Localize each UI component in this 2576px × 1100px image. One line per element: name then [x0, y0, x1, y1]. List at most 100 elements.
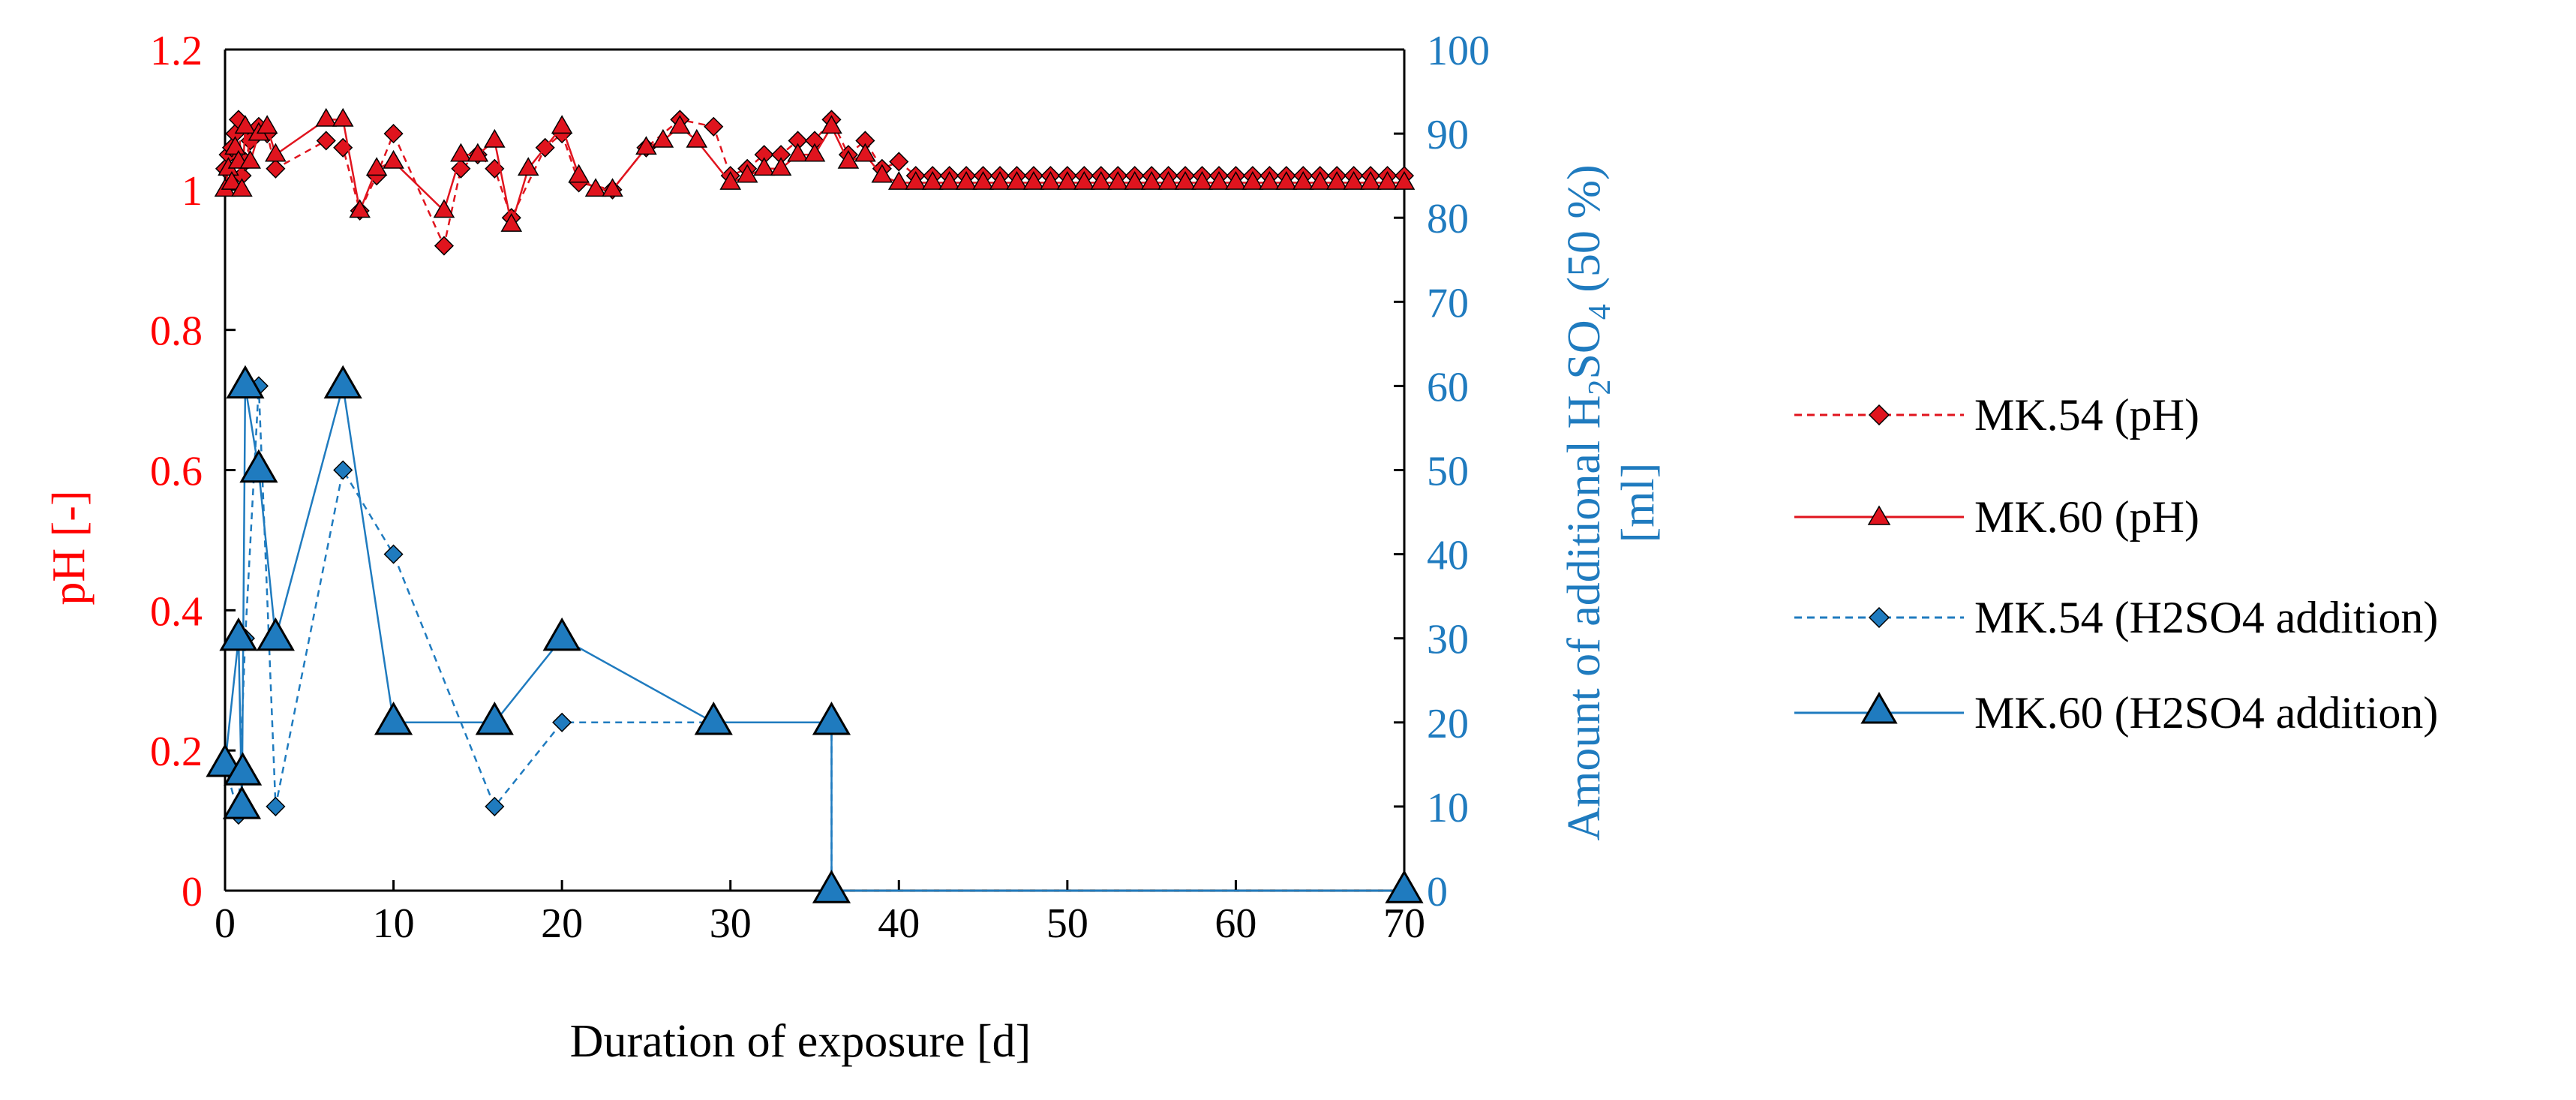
x-tick-label: 50	[1046, 900, 1088, 947]
y-right-tick-label: 40	[1427, 533, 1469, 579]
y-right-tick-label: 10	[1427, 785, 1469, 831]
y-axis-right-label-part: Amount of additional H	[1559, 395, 1610, 841]
y-axis-right-label-sub: 4	[1583, 304, 1617, 320]
legend-entry: MK.54 (H2SO4 addition)	[1794, 593, 2438, 642]
data-point-1	[517, 157, 539, 176]
data-point-3	[223, 752, 263, 786]
data-point-1	[568, 164, 590, 183]
data-point-1	[256, 115, 278, 134]
data-point-1	[821, 115, 842, 134]
data-point-3	[219, 617, 258, 651]
data-point-1	[1040, 170, 1061, 190]
legend-label: MK.54 (H2SO4 addition)	[1974, 593, 2438, 642]
data-point-1	[905, 170, 927, 190]
y-left-tick-label: 0.8	[150, 308, 203, 355]
data-point-1	[1106, 170, 1129, 190]
y-axis-right-label-part: (50 %)	[1559, 164, 1610, 304]
data-point-1	[1393, 170, 1416, 190]
data-point-1	[1326, 170, 1348, 190]
data-point-1	[652, 128, 674, 148]
legend-entry: MK.54 (pH)	[1794, 390, 2199, 440]
data-point-1	[854, 143, 876, 162]
y-left-tick-label: 0.2	[150, 729, 203, 775]
data-point-3	[542, 617, 581, 651]
legend-label: MK.60 (H2SO4 addition)	[1974, 688, 2438, 738]
data-point-1	[221, 170, 243, 190]
y-left-tick-label: 0	[182, 869, 203, 915]
data-point-1	[1073, 170, 1095, 190]
legend: MK.54 (pH) MK.60 (pH) MK.54 (H2SO4 addit…	[1794, 390, 2438, 738]
data-point-1	[1343, 170, 1365, 190]
y-right-tick-label: 70	[1427, 280, 1469, 326]
data-point-0	[434, 236, 455, 256]
y-axis-right-label: Amount of additional H2SO4 (50 %) [ml]	[1559, 164, 1664, 840]
data-point-3	[256, 617, 295, 651]
series-line-3	[224, 386, 1404, 892]
x-tick-label: 10	[373, 900, 415, 947]
x-tick-label: 30	[710, 900, 752, 947]
data-point-1	[1309, 170, 1332, 190]
data-point-1	[1090, 170, 1112, 190]
data-point-1	[803, 143, 826, 162]
data-point-1	[1225, 170, 1247, 190]
legend-marker-mk54-h2so4	[1868, 606, 1890, 629]
legend-marker-mk60-ph	[1867, 505, 1891, 525]
data-point-1	[1124, 170, 1145, 190]
data-point-1	[770, 157, 792, 176]
data-point-1	[736, 164, 758, 183]
data-point-0	[383, 124, 404, 144]
y-right-tick-label: 100	[1427, 28, 1490, 74]
data-point-1	[921, 170, 944, 190]
data-point-1	[1157, 170, 1179, 190]
y-right-tick-label: 20	[1427, 701, 1469, 747]
y-axis-right-label-line2: [ml]	[1613, 463, 1664, 543]
data-point-1	[1208, 170, 1230, 190]
y-right-tick-label: 80	[1427, 196, 1469, 242]
data-point-0	[316, 131, 336, 151]
data-point-1	[753, 157, 775, 176]
data-point-1	[938, 170, 960, 190]
data-point-1	[231, 178, 253, 197]
data-point-1	[1292, 170, 1314, 190]
data-point-2	[485, 796, 505, 816]
data-point-1	[1174, 170, 1196, 190]
x-tick-label: 70	[1383, 900, 1425, 947]
y-right-tick-label: 50	[1427, 449, 1469, 495]
data-point-1	[1359, 170, 1382, 190]
data-point-3	[239, 449, 278, 483]
data-point-1	[1377, 170, 1398, 190]
data-point-1	[602, 178, 623, 197]
data-point-1	[871, 164, 893, 183]
data-point-1	[224, 136, 246, 155]
data-point-0	[889, 152, 909, 172]
data-point-2	[552, 712, 572, 732]
data-point-1	[332, 107, 354, 127]
data-point-3	[475, 701, 514, 735]
data-point-3	[1385, 870, 1424, 903]
plot-area: 0 10 20 30 40 50 60 7000.20.40.60.811.201020304…	[150, 28, 1490, 947]
data-point-3	[812, 701, 851, 735]
legend-entry: MK.60 (pH)	[1794, 492, 2199, 542]
x-tick-label: 40	[878, 900, 920, 947]
data-point-1	[1241, 170, 1264, 190]
y-right-tick-label: 90	[1427, 112, 1469, 158]
data-point-1	[551, 115, 573, 134]
data-point-2	[383, 544, 404, 564]
data-point-3	[222, 786, 262, 819]
data-point-1	[989, 170, 1011, 190]
data-point-2	[266, 796, 286, 816]
x-tick-label: 60	[1214, 900, 1256, 947]
y-axis-right-label-sub: 2	[1583, 380, 1617, 395]
svg-text:Amount of additional H2SO4 (50: Amount of additional H2SO4 (50 %)	[1559, 164, 1617, 840]
y-left-tick-label: 1	[182, 168, 203, 215]
legend-marker-mk60-h2so4	[1860, 692, 1898, 724]
data-point-1	[719, 170, 742, 190]
data-point-3	[694, 701, 733, 735]
x-axis-label: Duration of exposure [d]	[570, 1016, 1031, 1067]
data-point-1	[669, 115, 691, 134]
data-point-1	[265, 143, 287, 162]
data-point-1	[1056, 170, 1079, 190]
legend-label: MK.60 (pH)	[1974, 492, 2199, 542]
data-point-1	[1275, 170, 1298, 190]
